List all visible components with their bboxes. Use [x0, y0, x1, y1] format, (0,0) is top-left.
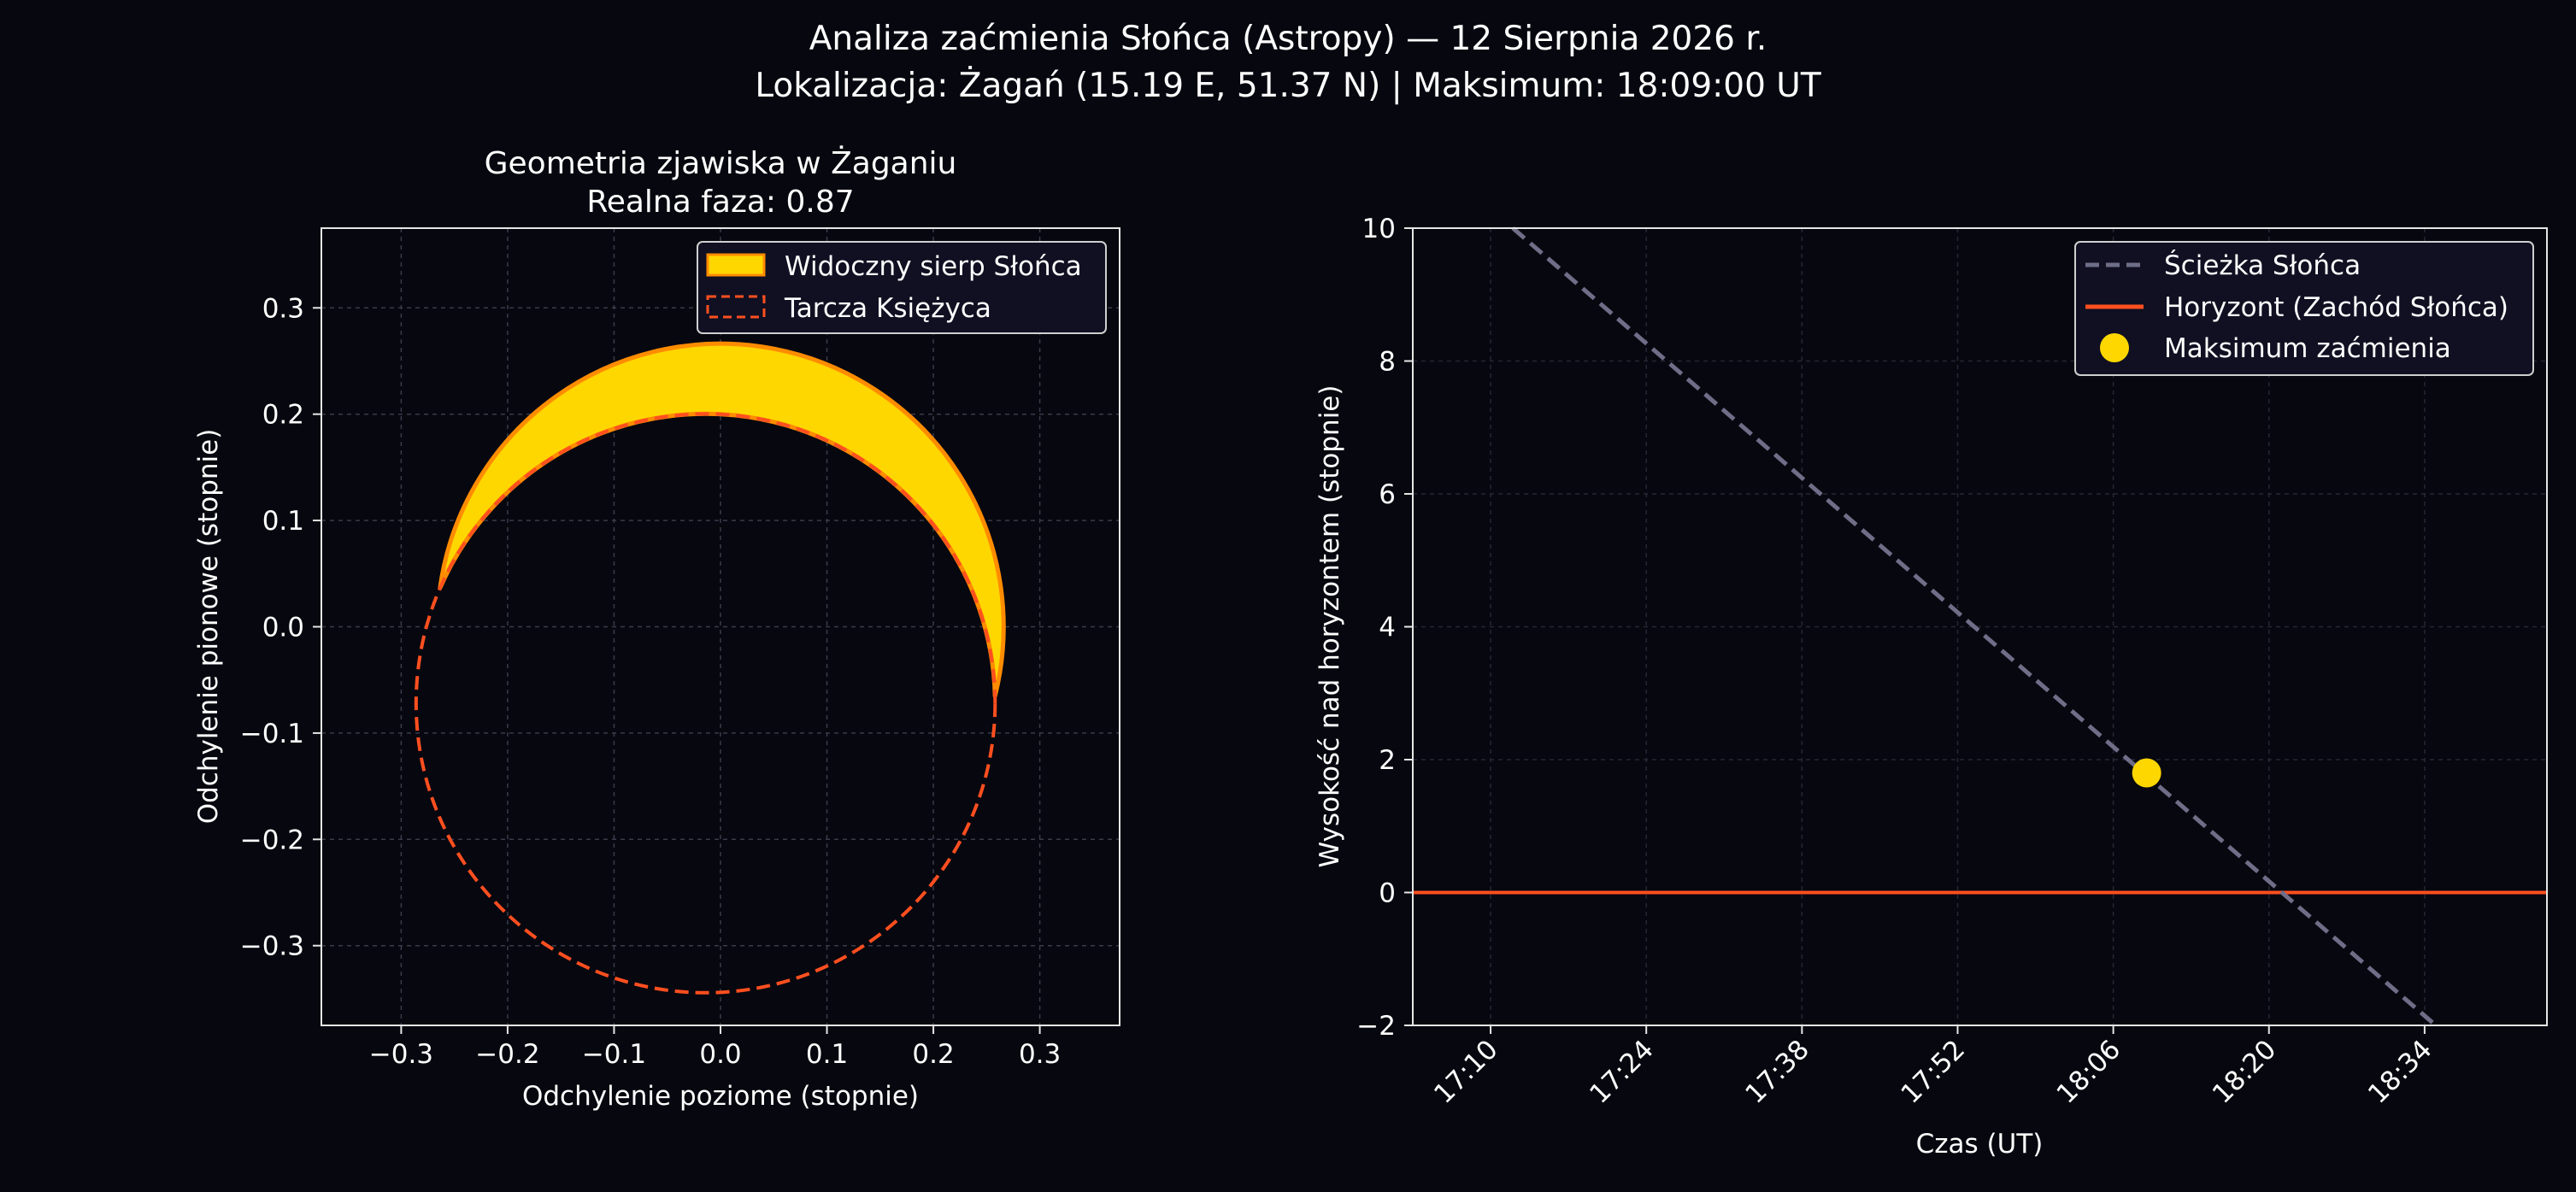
geometry-legend: Widoczny sierp Słońca Tarcza Księżyca [697, 241, 1107, 334]
legend-moon-swatch [706, 295, 766, 319]
altitude-ytick-label: 4 [1379, 613, 1396, 643]
legend-sun-path-label: Ścieżka Słońca [2164, 250, 2361, 281]
figure-title-line2: Lokalizacja: Żagań (15.19 E, 51.37 N) | … [755, 66, 1821, 105]
geometry-legend-box [697, 241, 1107, 334]
legend-max-swatch [2100, 333, 2129, 362]
sun-path-line [1511, 226, 2438, 1027]
legend-crescent-label: Widoczny sierp Słońca [785, 251, 1082, 282]
altitude-ytick-label: 2 [1379, 745, 1396, 776]
legend-horizon-label: Horyzont (Zachód Słońca) [2164, 292, 2508, 323]
altitude-ytick-label: 8 [1379, 347, 1396, 378]
geometry-xtick-label: 0.0 [699, 1039, 741, 1070]
altitude-xlabel: Czas (UT) [1916, 1129, 2044, 1160]
altitude-ylabel: Wysokość nad horyzontem (stopnie) [1314, 385, 1345, 868]
figure-title-line1: Analiza zaćmienia Słońca (Astropy) — 12 … [809, 20, 1767, 58]
geometry-xtick-label: −0.3 [369, 1039, 433, 1070]
altitude-ytick-label: 6 [1379, 479, 1396, 510]
geometry-ytick-label: −0.3 [240, 931, 304, 962]
geometry-xtick-label: −0.2 [475, 1039, 539, 1070]
geometry-panel: Geometria zjawiska w Żaganiu Realna faza… [193, 145, 1120, 1112]
legend-max-label: Maksimum zaćmienia [2164, 333, 2451, 364]
geometry-xtick-label: 0.1 [806, 1039, 848, 1070]
geometry-ytick-label: 0.0 [262, 613, 304, 643]
geometry-xlabel: Odchylenie poziome (stopnie) [522, 1081, 919, 1112]
altitude-series [1413, 226, 2547, 1027]
legend-crescent-swatch [706, 253, 766, 277]
legend-moon-label: Tarcza Księżyca [784, 293, 991, 324]
geometry-ytick-label: 0.3 [262, 293, 304, 324]
geometry-ytick-label: −0.2 [240, 825, 304, 855]
altitude-ytick-label: −2 [1356, 1011, 1396, 1042]
altitude-panel: 17:10 17:24 17:38 17:52 18:06 18:20 18:34−2024… [1314, 214, 2548, 1160]
geometry-subtitle: Realna faza: 0.87 [586, 185, 854, 220]
altitude-legend: Ścieżka Słońca Horyzont (Zachód Słońca) … [2074, 241, 2534, 376]
geometry-ytick-label: 0.2 [262, 400, 304, 431]
geometry-ticks: −0.3 −0.2 −0.1 0.0 0.1 0.2 0.3 −0.3 −0.2 −0.1 0.0 0… [240, 293, 1062, 1070]
geometry-shapes [414, 341, 1006, 995]
altitude-ytick-label: 0 [1379, 878, 1396, 909]
geometry-title: Geometria zjawiska w Żaganiu [485, 145, 957, 181]
geometry-xtick-label: 0.2 [912, 1039, 954, 1070]
geometry-ylabel: Odchylenie pionowe (stopnie) [193, 429, 224, 825]
geometry-ytick-label: 0.1 [262, 506, 304, 537]
sun-crescent [438, 341, 1006, 699]
geometry-xtick-label: −0.1 [582, 1039, 646, 1070]
altitude-ytick-label: 10 [1362, 214, 1396, 244]
geometry-ytick-label: −0.1 [240, 719, 304, 749]
moon-disk-outline [414, 412, 997, 995]
altitude-legend-box [2074, 241, 2534, 376]
eclipse-maximum-point [2132, 758, 2161, 788]
geometry-xtick-label: 0.3 [1019, 1039, 1061, 1070]
